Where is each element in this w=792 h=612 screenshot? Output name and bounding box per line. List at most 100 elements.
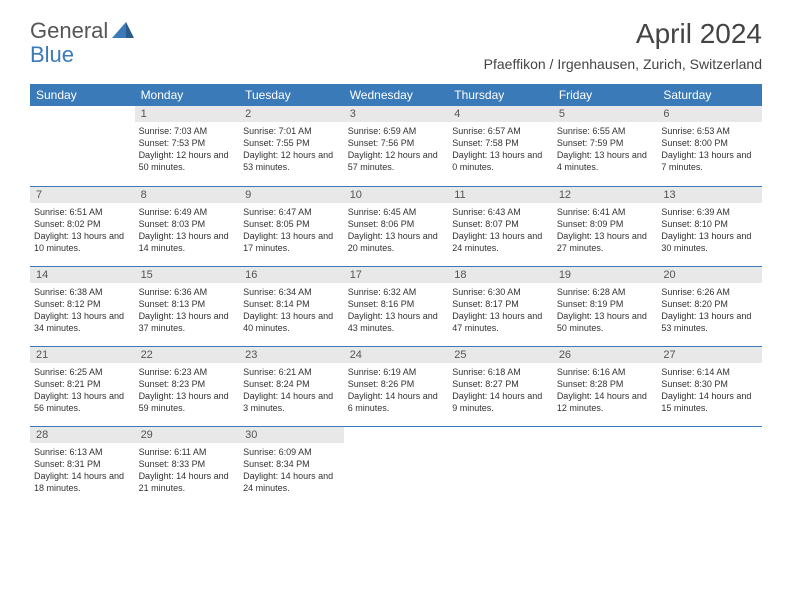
daylight-text: Daylight: 13 hours and 40 minutes.	[243, 310, 340, 334]
day-number: 16	[239, 267, 344, 283]
day-number: 18	[448, 267, 553, 283]
sunset-text: Sunset: 7:55 PM	[243, 137, 340, 149]
calendar-day-cell: 10Sunrise: 6:45 AMSunset: 8:06 PMDayligh…	[344, 186, 449, 266]
calendar-day-cell	[657, 426, 762, 506]
dow-friday: Friday	[553, 84, 658, 106]
day-number: 20	[657, 267, 762, 283]
calendar-day-cell: 26Sunrise: 6:16 AMSunset: 8:28 PMDayligh…	[553, 346, 658, 426]
sunset-text: Sunset: 8:24 PM	[243, 378, 340, 390]
daylight-text: Daylight: 13 hours and 34 minutes.	[34, 310, 131, 334]
sunset-text: Sunset: 8:05 PM	[243, 218, 340, 230]
sunset-text: Sunset: 8:14 PM	[243, 298, 340, 310]
day-details: Sunrise: 6:38 AMSunset: 8:12 PMDaylight:…	[30, 283, 135, 339]
dow-row: Sunday Monday Tuesday Wednesday Thursday…	[30, 84, 762, 106]
sunset-text: Sunset: 8:31 PM	[34, 458, 131, 470]
day-details: Sunrise: 6:36 AMSunset: 8:13 PMDaylight:…	[135, 283, 240, 339]
sunset-text: Sunset: 8:26 PM	[348, 378, 445, 390]
calendar-day-cell: 14Sunrise: 6:38 AMSunset: 8:12 PMDayligh…	[30, 266, 135, 346]
day-details: Sunrise: 6:43 AMSunset: 8:07 PMDaylight:…	[448, 203, 553, 259]
sunset-text: Sunset: 8:17 PM	[452, 298, 549, 310]
day-details: Sunrise: 6:51 AMSunset: 8:02 PMDaylight:…	[30, 203, 135, 259]
sunrise-text: Sunrise: 6:59 AM	[348, 125, 445, 137]
day-details: Sunrise: 6:41 AMSunset: 8:09 PMDaylight:…	[553, 203, 658, 259]
daylight-text: Daylight: 13 hours and 4 minutes.	[557, 149, 654, 173]
calendar-day-cell	[344, 426, 449, 506]
logo-text-general: General	[30, 18, 108, 44]
calendar-week-row: 21Sunrise: 6:25 AMSunset: 8:21 PMDayligh…	[30, 346, 762, 426]
calendar-day-cell: 15Sunrise: 6:36 AMSunset: 8:13 PMDayligh…	[135, 266, 240, 346]
calendar-day-cell: 17Sunrise: 6:32 AMSunset: 8:16 PMDayligh…	[344, 266, 449, 346]
calendar-day-cell: 19Sunrise: 6:28 AMSunset: 8:19 PMDayligh…	[553, 266, 658, 346]
calendar-day-cell: 28Sunrise: 6:13 AMSunset: 8:31 PMDayligh…	[30, 426, 135, 506]
sunset-text: Sunset: 8:28 PM	[557, 378, 654, 390]
day-number: 3	[344, 106, 449, 122]
sunrise-text: Sunrise: 6:19 AM	[348, 366, 445, 378]
sunrise-text: Sunrise: 6:49 AM	[139, 206, 236, 218]
sunset-text: Sunset: 8:21 PM	[34, 378, 131, 390]
sunset-text: Sunset: 8:19 PM	[557, 298, 654, 310]
calendar-day-cell: 29Sunrise: 6:11 AMSunset: 8:33 PMDayligh…	[135, 426, 240, 506]
day-details: Sunrise: 7:01 AMSunset: 7:55 PMDaylight:…	[239, 122, 344, 178]
sunrise-text: Sunrise: 6:32 AM	[348, 286, 445, 298]
calendar-day-cell: 5Sunrise: 6:55 AMSunset: 7:59 PMDaylight…	[553, 106, 658, 186]
calendar-day-cell: 11Sunrise: 6:43 AMSunset: 8:07 PMDayligh…	[448, 186, 553, 266]
dow-thursday: Thursday	[448, 84, 553, 106]
sunrise-text: Sunrise: 6:25 AM	[34, 366, 131, 378]
calendar-day-cell	[448, 426, 553, 506]
day-details: Sunrise: 6:45 AMSunset: 8:06 PMDaylight:…	[344, 203, 449, 259]
daylight-text: Daylight: 13 hours and 56 minutes.	[34, 390, 131, 414]
day-details: Sunrise: 6:55 AMSunset: 7:59 PMDaylight:…	[553, 122, 658, 178]
sunset-text: Sunset: 8:16 PM	[348, 298, 445, 310]
day-details: Sunrise: 6:39 AMSunset: 8:10 PMDaylight:…	[657, 203, 762, 259]
day-number: 17	[344, 267, 449, 283]
sunrise-text: Sunrise: 6:51 AM	[34, 206, 131, 218]
sunset-text: Sunset: 8:00 PM	[661, 137, 758, 149]
daylight-text: Daylight: 13 hours and 30 minutes.	[661, 230, 758, 254]
sunset-text: Sunset: 8:33 PM	[139, 458, 236, 470]
sunrise-text: Sunrise: 6:23 AM	[139, 366, 236, 378]
sunset-text: Sunset: 8:02 PM	[34, 218, 131, 230]
day-details: Sunrise: 6:53 AMSunset: 8:00 PMDaylight:…	[657, 122, 762, 178]
day-details: Sunrise: 6:21 AMSunset: 8:24 PMDaylight:…	[239, 363, 344, 419]
day-details: Sunrise: 6:23 AMSunset: 8:23 PMDaylight:…	[135, 363, 240, 419]
daylight-text: Daylight: 14 hours and 9 minutes.	[452, 390, 549, 414]
daylight-text: Daylight: 13 hours and 50 minutes.	[557, 310, 654, 334]
day-number: 27	[657, 347, 762, 363]
day-number: 25	[448, 347, 553, 363]
day-number: 28	[30, 427, 135, 443]
day-details: Sunrise: 6:49 AMSunset: 8:03 PMDaylight:…	[135, 203, 240, 259]
calendar-day-cell: 27Sunrise: 6:14 AMSunset: 8:30 PMDayligh…	[657, 346, 762, 426]
sunset-text: Sunset: 8:23 PM	[139, 378, 236, 390]
sunrise-text: Sunrise: 6:30 AM	[452, 286, 549, 298]
calendar-day-cell: 6Sunrise: 6:53 AMSunset: 8:00 PMDaylight…	[657, 106, 762, 186]
day-number: 7	[30, 187, 135, 203]
dow-sunday: Sunday	[30, 84, 135, 106]
day-number: 9	[239, 187, 344, 203]
month-title: April 2024	[484, 18, 762, 50]
calendar-day-cell: 7Sunrise: 6:51 AMSunset: 8:02 PMDaylight…	[30, 186, 135, 266]
logo-sub: Blue	[30, 42, 74, 68]
calendar-day-cell: 12Sunrise: 6:41 AMSunset: 8:09 PMDayligh…	[553, 186, 658, 266]
day-number: 19	[553, 267, 658, 283]
sunrise-text: Sunrise: 6:57 AM	[452, 125, 549, 137]
day-number: 23	[239, 347, 344, 363]
sunrise-text: Sunrise: 6:47 AM	[243, 206, 340, 218]
daylight-text: Daylight: 13 hours and 59 minutes.	[139, 390, 236, 414]
dow-wednesday: Wednesday	[344, 84, 449, 106]
daylight-text: Daylight: 14 hours and 6 minutes.	[348, 390, 445, 414]
day-number: 1	[135, 106, 240, 122]
calendar-day-cell: 25Sunrise: 6:18 AMSunset: 8:27 PMDayligh…	[448, 346, 553, 426]
sunset-text: Sunset: 8:09 PM	[557, 218, 654, 230]
sunrise-text: Sunrise: 6:21 AM	[243, 366, 340, 378]
calendar-body: 1Sunrise: 7:03 AMSunset: 7:53 PMDaylight…	[30, 106, 762, 506]
day-number: 22	[135, 347, 240, 363]
calendar-day-cell: 4Sunrise: 6:57 AMSunset: 7:58 PMDaylight…	[448, 106, 553, 186]
calendar-day-cell	[30, 106, 135, 186]
location-text: Pfaeffikon / Irgenhausen, Zurich, Switze…	[484, 56, 762, 72]
daylight-text: Daylight: 13 hours and 27 minutes.	[557, 230, 654, 254]
daylight-text: Daylight: 13 hours and 10 minutes.	[34, 230, 131, 254]
day-number: 11	[448, 187, 553, 203]
sunset-text: Sunset: 8:07 PM	[452, 218, 549, 230]
calendar-day-cell: 23Sunrise: 6:21 AMSunset: 8:24 PMDayligh…	[239, 346, 344, 426]
sunset-text: Sunset: 8:34 PM	[243, 458, 340, 470]
